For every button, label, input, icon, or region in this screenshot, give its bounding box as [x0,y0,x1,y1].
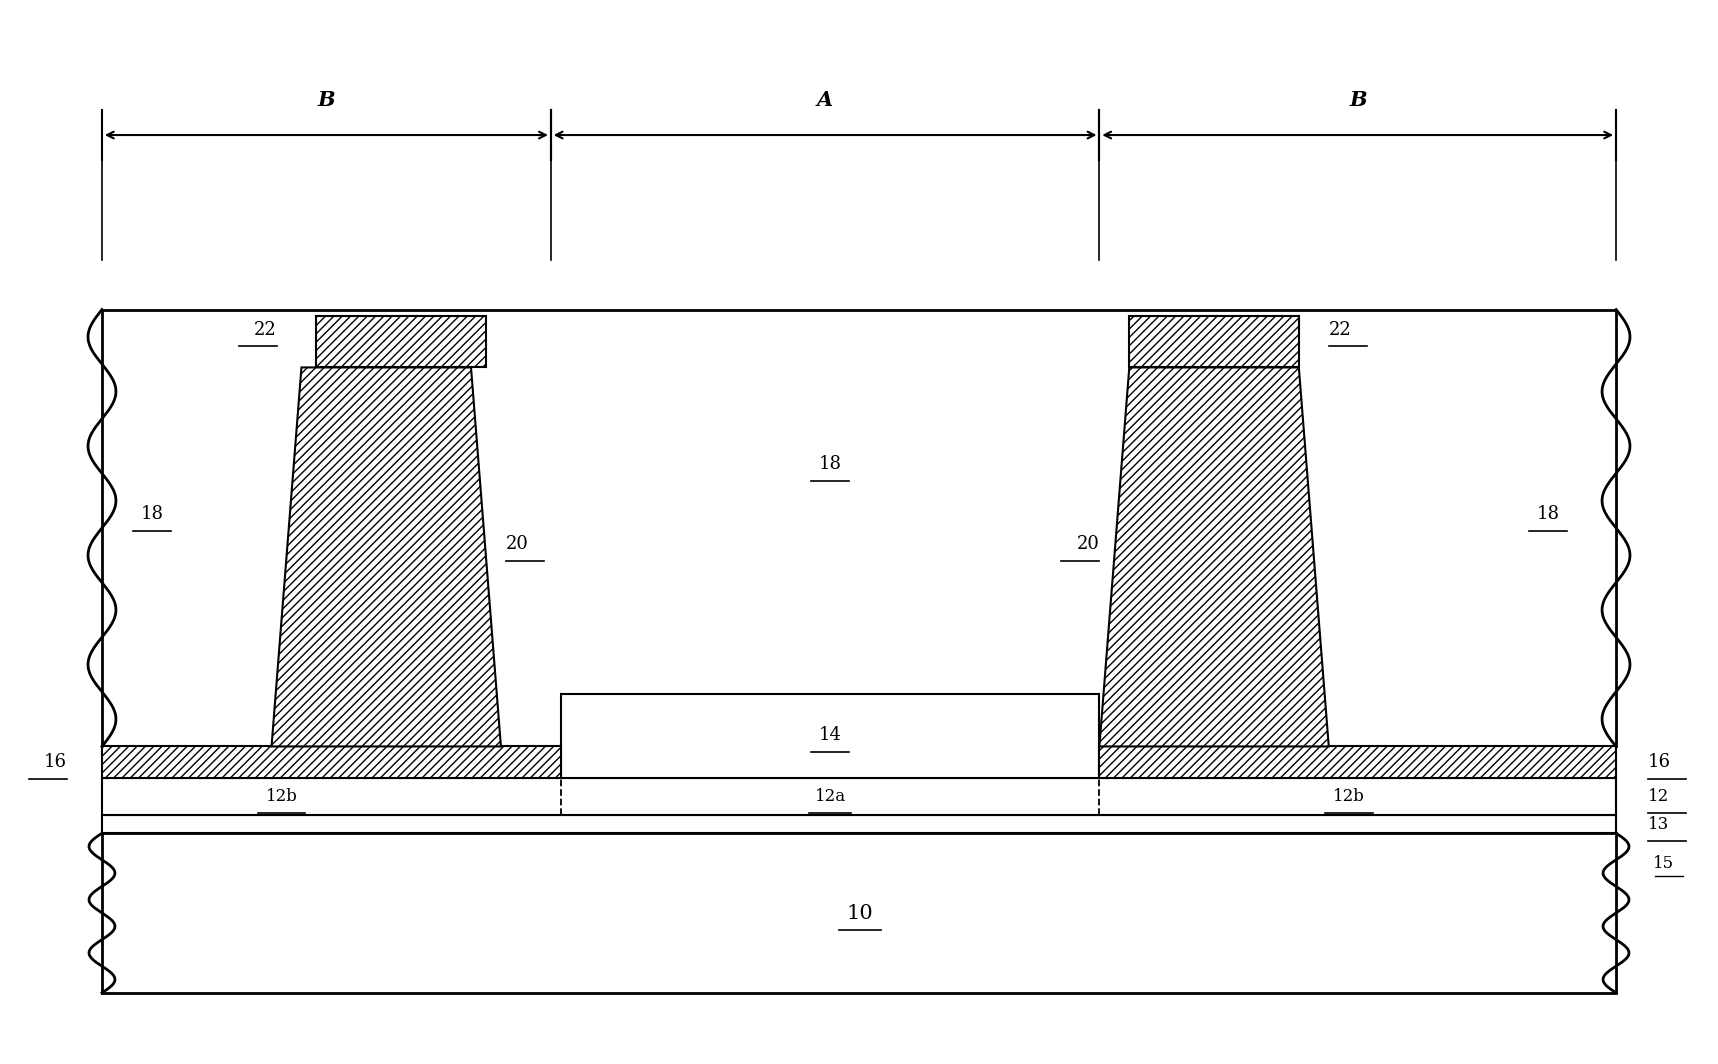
Text: 16: 16 [1648,753,1672,771]
Text: 12: 12 [1648,787,1670,804]
Text: B: B [1350,90,1368,110]
Bar [560,694,1100,779]
Bar [316,316,486,367]
Text: 22: 22 [1328,320,1352,338]
Text: 22: 22 [254,320,277,338]
Text: 12a: 12a [814,787,845,804]
Bar [101,815,1617,833]
Polygon shape [271,367,502,747]
Text: 12b: 12b [266,787,297,804]
Text: A: A [818,90,833,110]
Polygon shape [1100,367,1328,747]
Text: 13: 13 [1648,816,1670,833]
Text: 18: 18 [141,505,163,523]
Text: B: B [318,90,335,110]
Text: 12b: 12b [1333,787,1364,804]
Text: 20: 20 [1077,535,1100,553]
Text: 15: 15 [1653,854,1673,871]
Polygon shape [101,310,1617,747]
Bar [101,747,560,779]
Text: 14: 14 [819,727,842,745]
Bar [101,833,1617,993]
Text: 20: 20 [505,535,529,553]
Text: 10: 10 [847,903,873,922]
Text: 18: 18 [1536,505,1560,523]
Bar [1129,316,1299,367]
Bar [1100,747,1617,779]
Text: 18: 18 [818,455,842,473]
Text: 16: 16 [45,753,67,771]
Bar [101,779,1617,815]
